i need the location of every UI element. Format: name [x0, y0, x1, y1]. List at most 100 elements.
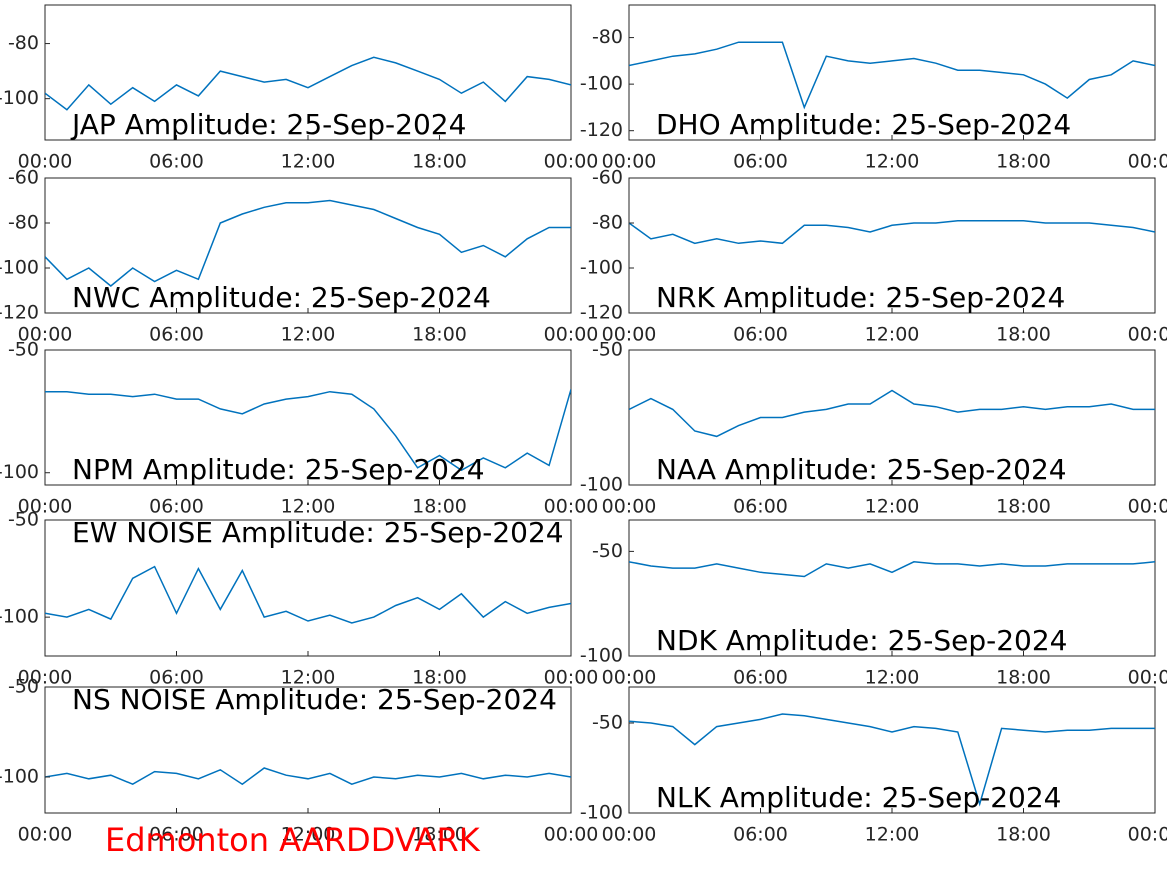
- x-tick-label: 00:00: [602, 667, 657, 689]
- x-tick-label: 06:00: [149, 824, 204, 846]
- x-tick-label: 00:00: [544, 151, 599, 173]
- plot-area: [44, 686, 572, 814]
- plot: [629, 713, 1155, 807]
- x-tick-label: 06:00: [733, 496, 788, 518]
- x-tick-label: 00:00: [18, 667, 73, 689]
- x-tick-label: 18:00: [996, 667, 1051, 689]
- x-tick-label: 18:00: [996, 324, 1051, 346]
- data-line: [629, 561, 1155, 578]
- plot: [45, 767, 571, 786]
- y-tick-label: -50: [8, 509, 39, 531]
- data-line: [45, 389, 571, 472]
- x-tick-label: 18:00: [996, 496, 1051, 518]
- x-tick-label: 12:00: [865, 151, 920, 173]
- y-tick-label: -80: [592, 212, 623, 234]
- x-tick-label: 12:00: [281, 667, 336, 689]
- x-tick-label: 00:00: [544, 667, 599, 689]
- x-tick-label: 18:00: [412, 824, 467, 846]
- chart-title: JAP Amplitude: 25-Sep-2024: [70, 108, 466, 141]
- x-tick-label: 00:00: [1128, 324, 1167, 346]
- x-tick-label: 12:00: [281, 496, 336, 518]
- y-tick-label: -100: [580, 802, 623, 824]
- plot: [629, 389, 1155, 438]
- y-tick-label: -50: [592, 540, 623, 562]
- plot-area: [44, 349, 572, 486]
- x-tick-label: 12:00: [865, 324, 920, 346]
- y-tick-label: -80: [8, 212, 39, 234]
- x-tick-label: 06:00: [733, 824, 788, 846]
- x-tick-label: 00:00: [544, 324, 599, 346]
- plot-area: [628, 177, 1156, 314]
- x-tick-label: 12:00: [865, 667, 920, 689]
- x-tick-label: 06:00: [149, 496, 204, 518]
- data-line: [45, 565, 571, 624]
- x-tick-label: 00:00: [1128, 667, 1167, 689]
- x-tick-label: 00:00: [602, 824, 657, 846]
- x-tick-label: 12:00: [865, 496, 920, 518]
- chart-title: NS NOISE Amplitude: 25-Sep-2024: [72, 683, 557, 716]
- plot: [45, 565, 571, 624]
- x-tick-label: 00:00: [18, 151, 73, 173]
- y-tick-label: -120: [580, 119, 623, 141]
- x-tick-label: 12:00: [281, 324, 336, 346]
- data-line: [629, 41, 1155, 110]
- plot: [45, 199, 571, 287]
- data-line: [45, 767, 571, 786]
- y-tick-label: -80: [8, 32, 39, 54]
- x-tick-label: 06:00: [149, 667, 204, 689]
- plot-area: [44, 519, 572, 657]
- chart-title: NDK Amplitude: 25-Sep-2024: [656, 624, 1067, 657]
- plot-area: [628, 686, 1156, 814]
- plot-area: [628, 349, 1156, 486]
- y-tick-label: -100: [0, 461, 39, 483]
- y-tick-label: -100: [0, 606, 39, 628]
- plot: [629, 220, 1155, 245]
- data-line: [45, 199, 571, 287]
- y-tick-label: -60: [592, 167, 623, 189]
- y-tick-label: -100: [580, 645, 623, 667]
- x-tick-label: 12:00: [865, 824, 920, 846]
- y-tick-label: -50: [592, 339, 623, 361]
- x-tick-label: 00:00: [1128, 151, 1167, 173]
- x-tick-label: 00:00: [18, 496, 73, 518]
- x-tick-label: 00:00: [602, 496, 657, 518]
- x-tick-label: 18:00: [412, 151, 467, 173]
- chart-title: NPM Amplitude: 25-Sep-2024: [72, 453, 485, 486]
- x-tick-label: 06:00: [149, 151, 204, 173]
- x-tick-label: 12:00: [281, 151, 336, 173]
- x-tick-label: 00:00: [18, 324, 73, 346]
- x-tick-label: 18:00: [996, 824, 1051, 846]
- plot-area: [44, 4, 572, 141]
- x-tick-label: 06:00: [733, 151, 788, 173]
- x-tick-label: 18:00: [412, 496, 467, 518]
- x-tick-label: 06:00: [149, 324, 204, 346]
- x-tick-label: 00:00: [18, 824, 73, 846]
- y-tick-label: -120: [580, 302, 623, 324]
- x-tick-label: 06:00: [733, 667, 788, 689]
- y-tick-label: -80: [592, 26, 623, 48]
- y-tick-label: -120: [0, 302, 39, 324]
- chart-title: NWC Amplitude: 25-Sep-2024: [72, 281, 491, 314]
- x-tick-label: 06:00: [733, 324, 788, 346]
- x-tick-label: 18:00: [996, 151, 1051, 173]
- y-tick-label: -50: [8, 676, 39, 698]
- plot-area: [628, 4, 1156, 141]
- y-tick-label: -60: [8, 167, 39, 189]
- chart-title: NRK Amplitude: 25-Sep-2024: [656, 281, 1065, 314]
- y-tick-label: -100: [0, 87, 39, 109]
- x-tick-label: 00:00: [1128, 824, 1167, 846]
- chart-title: NLK Amplitude: 25-Sep-2024: [656, 781, 1062, 814]
- y-tick-label: -100: [580, 73, 623, 95]
- y-tick-label: -50: [8, 339, 39, 361]
- y-tick-label: -100: [580, 257, 623, 279]
- x-tick-label: 00:00: [544, 496, 599, 518]
- data-line: [629, 389, 1155, 438]
- plot: [629, 561, 1155, 578]
- x-tick-label: 00:00: [1128, 496, 1167, 518]
- y-tick-label: -50: [592, 712, 623, 734]
- y-tick-label: -100: [580, 474, 623, 496]
- plot-area: [628, 519, 1156, 657]
- x-tick-label: 18:00: [412, 667, 467, 689]
- data-line: [629, 220, 1155, 245]
